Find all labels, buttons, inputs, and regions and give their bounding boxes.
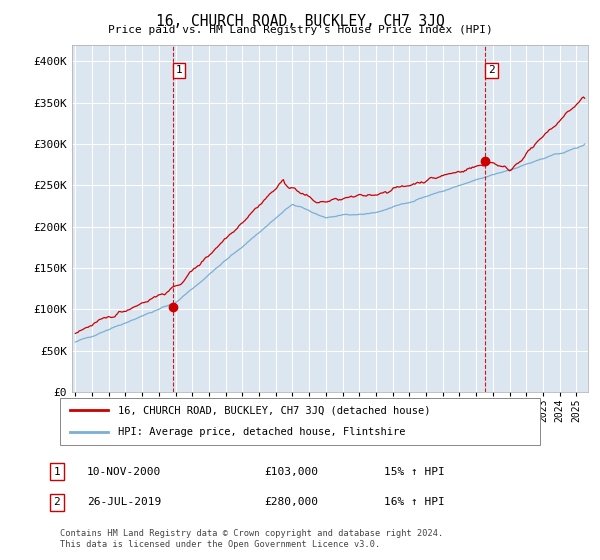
Text: £280,000: £280,000 [264, 497, 318, 507]
Text: 16, CHURCH ROAD, BUCKLEY, CH7 3JQ (detached house): 16, CHURCH ROAD, BUCKLEY, CH7 3JQ (detac… [118, 405, 430, 416]
Text: 1: 1 [53, 466, 61, 477]
Text: 2: 2 [53, 497, 61, 507]
FancyBboxPatch shape [60, 398, 540, 445]
Text: 16% ↑ HPI: 16% ↑ HPI [384, 497, 445, 507]
Text: 26-JUL-2019: 26-JUL-2019 [87, 497, 161, 507]
Text: 16, CHURCH ROAD, BUCKLEY, CH7 3JQ: 16, CHURCH ROAD, BUCKLEY, CH7 3JQ [155, 14, 445, 29]
Text: £103,000: £103,000 [264, 466, 318, 477]
Text: 15% ↑ HPI: 15% ↑ HPI [384, 466, 445, 477]
Text: 1: 1 [176, 66, 182, 76]
Text: 10-NOV-2000: 10-NOV-2000 [87, 466, 161, 477]
Text: Price paid vs. HM Land Registry's House Price Index (HPI): Price paid vs. HM Land Registry's House … [107, 25, 493, 35]
Text: Contains HM Land Registry data © Crown copyright and database right 2024.
This d: Contains HM Land Registry data © Crown c… [60, 529, 443, 549]
Text: HPI: Average price, detached house, Flintshire: HPI: Average price, detached house, Flin… [118, 427, 405, 437]
Text: 2: 2 [488, 66, 495, 76]
